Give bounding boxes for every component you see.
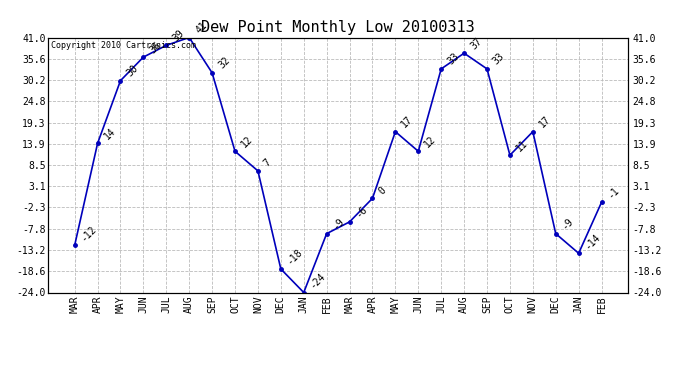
Text: 0: 0 xyxy=(377,185,388,196)
Text: -6: -6 xyxy=(354,204,369,220)
Text: 36: 36 xyxy=(148,40,163,55)
Text: -1: -1 xyxy=(606,185,621,200)
Text: 12: 12 xyxy=(422,134,438,149)
Text: 12: 12 xyxy=(239,134,255,149)
Text: Copyright 2010 Cartronics.com: Copyright 2010 Cartronics.com xyxy=(51,41,196,50)
Text: -9: -9 xyxy=(560,216,575,231)
Text: -14: -14 xyxy=(583,232,602,251)
Text: 30: 30 xyxy=(125,63,140,78)
Text: 32: 32 xyxy=(216,55,232,70)
Text: 11: 11 xyxy=(514,138,529,153)
Text: -24: -24 xyxy=(308,271,328,290)
Text: -12: -12 xyxy=(79,224,99,243)
Text: 17: 17 xyxy=(400,114,415,129)
Text: 39: 39 xyxy=(170,28,186,43)
Text: 33: 33 xyxy=(445,51,461,67)
Text: -18: -18 xyxy=(285,247,304,267)
Text: 17: 17 xyxy=(537,114,553,129)
Text: -9: -9 xyxy=(331,216,346,231)
Text: 33: 33 xyxy=(491,51,506,67)
Text: 41: 41 xyxy=(193,20,209,35)
Text: 37: 37 xyxy=(469,36,484,51)
Text: 7: 7 xyxy=(262,158,273,169)
Text: 14: 14 xyxy=(101,126,117,141)
Title: Dew Point Monthly Low 20100313: Dew Point Monthly Low 20100313 xyxy=(201,20,475,35)
